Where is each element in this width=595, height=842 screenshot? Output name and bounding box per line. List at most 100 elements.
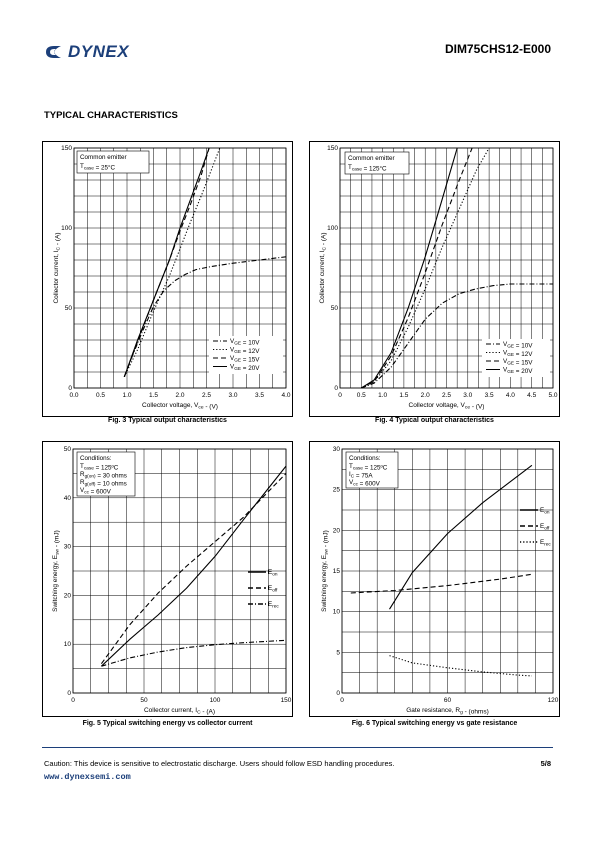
x-tick-label: 100	[210, 697, 221, 704]
legend-label: VGE = 20V	[230, 364, 260, 373]
page-number: 5/8	[540, 759, 551, 768]
conditions-text: Vcc = 600V	[80, 487, 112, 496]
x-tick-label: 5.0	[548, 392, 557, 399]
figure-6-caption: Fig. 6 Typical switching energy vs gate …	[351, 720, 518, 727]
series-line	[101, 465, 287, 667]
x-tick-label: 3.0	[228, 392, 237, 399]
x-tick-label: 120	[548, 697, 559, 704]
conditions-text: Conditions:	[349, 455, 381, 462]
fig6-svg: 0 60 120 0 5 10 15 20 25 30 Gate resistance, Rg - …	[321, 446, 559, 716]
x-tick-label: 3.5	[255, 392, 264, 399]
x-axis-label: Collector voltage, Vce - (V)	[409, 402, 485, 411]
figure-4-output-characteristics-125c: 0 0.5 1.0 1.5 2.0 2.5 3.0 3.5 4.0 4.5 5.0 0 50 100 150…	[309, 141, 560, 417]
grid	[341, 448, 554, 694]
conditions-text: Vcc = 600V	[349, 479, 381, 488]
document-id: DIM75CHS12-E000	[444, 42, 551, 56]
x-tick-label: 1.0	[122, 392, 131, 399]
dynex-logo-icon	[46, 46, 61, 58]
legend-label: Erec	[540, 539, 551, 548]
y-tick-label: 5	[336, 649, 340, 656]
legend-label: VGE = 12V	[503, 350, 533, 359]
plot-frame	[72, 448, 287, 694]
series-line	[361, 147, 473, 389]
x-tick-label: 0.0	[69, 392, 78, 399]
y-axis-label: Switching energy, Esw - (mJ)	[52, 530, 61, 612]
x-tick-label: 4.0	[506, 392, 515, 399]
x-tick-label: 150	[281, 697, 292, 704]
fig4-svg: 0 0.5 1.0 1.5 2.0 2.5 3.0 3.5 4.0 4.5 5.0 0 50 100 150…	[319, 145, 558, 411]
legend-label: VGE = 10V	[230, 338, 260, 347]
x-tick-label: 3.0	[463, 392, 472, 399]
y-tick-label: 150	[327, 145, 338, 152]
figure-6-switching-energy-vs-gate-resistance: 0 60 120 0 5 10 15 20 25 30 Gate resistance, Rg - …	[309, 441, 560, 717]
x-tick-label: 0	[338, 392, 342, 399]
legend-label: Eoff	[268, 585, 278, 594]
legend-label: Erec	[268, 601, 279, 610]
conditions-box	[76, 150, 150, 174]
y-tick-label: 50	[64, 446, 72, 453]
brand-wordmark: DYNEX	[68, 42, 130, 61]
x-tick-label: 50	[140, 697, 148, 704]
series-line	[123, 147, 210, 377]
legend-background	[482, 339, 550, 377]
x-tick-label: 2.0	[175, 392, 184, 399]
y-axis-label: Collector current, IC - (A)	[319, 232, 328, 303]
website-link[interactable]: www.dynexsemi.com	[44, 772, 131, 782]
x-tick-label: 4.0	[281, 392, 290, 399]
y-tick-label: 40	[64, 495, 72, 502]
figure-4-caption: Fig. 4 Typical output characteristics	[375, 417, 494, 424]
conditions-text: Conditions:	[80, 455, 112, 462]
y-tick-label: 30	[64, 544, 72, 551]
fig3-svg: 0.0 0.5 1.0 1.5 2.0 2.5 3.0 3.5 4.0 0 50 100 150 Coll…	[53, 145, 291, 411]
y-tick-label: 150	[61, 145, 72, 152]
figure-3-output-characteristics-25c: 0.0 0.5 1.0 1.5 2.0 2.5 3.0 3.5 4.0 0 50 100 150 Coll…	[42, 141, 293, 417]
y-tick-label: 20	[333, 527, 341, 534]
esd-caution-text: Caution: This device is sensitive to ele…	[44, 759, 395, 768]
conditions-text: Tcase = 125°C	[348, 164, 387, 173]
series-line	[361, 147, 490, 389]
y-tick-label: 0	[67, 690, 71, 697]
conditions-text: Common emitter	[80, 154, 127, 161]
y-tick-label: 0	[336, 690, 340, 697]
y-tick-label: 15	[333, 568, 341, 575]
conditions-text: IC = 75A	[349, 471, 373, 480]
conditions-text: Rg(on) = 30 ohms	[80, 471, 127, 480]
x-tick-label: 60	[444, 697, 452, 704]
y-tick-label: 10	[333, 609, 341, 616]
series-line	[101, 639, 287, 667]
legend-label: VGE = 12V	[230, 347, 260, 356]
legend-label: VGE = 20V	[503, 367, 533, 376]
x-axis-label: Collector voltage, Vce - (V)	[142, 402, 218, 411]
legend-label: VGE = 10V	[503, 341, 533, 350]
plot-frame	[341, 448, 554, 694]
series-line	[100, 473, 287, 665]
y-tick-label: 20	[64, 592, 72, 599]
x-tick-label: 2.0	[421, 392, 430, 399]
y-axis-label: Switching energy, Esw - (mJ)	[321, 530, 330, 612]
figure-5-caption: Fig. 5 Typical switching energy vs colle…	[82, 720, 253, 727]
x-axis-label: Gate resistance, Rg - (ohms)	[406, 707, 489, 716]
x-tick-label: 1.0	[378, 392, 387, 399]
series-line	[123, 147, 221, 378]
conditions-text: Common emitter	[348, 155, 395, 162]
legend-label: VGE = 15V	[230, 355, 260, 364]
conditions-text: Tcase = 25°C	[80, 163, 116, 172]
y-tick-label: 0	[68, 385, 72, 392]
section-title: TYPICAL CHARACTERISTICS	[44, 110, 178, 121]
conditions-box	[344, 151, 410, 175]
x-tick-label: 1.5	[149, 392, 158, 399]
x-tick-label: 1.5	[399, 392, 408, 399]
y-tick-label: 50	[65, 305, 73, 312]
y-tick-label: 0	[334, 385, 338, 392]
plot-frame	[73, 147, 287, 389]
legend-label: Eon	[268, 569, 278, 578]
y-tick-label: 100	[61, 225, 72, 232]
footer-divider	[42, 747, 553, 748]
x-tick-label: 0	[71, 697, 75, 704]
legend-background	[209, 336, 283, 374]
y-axis-label: Collector current, IC - (A)	[53, 232, 62, 303]
x-tick-label: 0	[340, 697, 344, 704]
conditions-text: Tcase = 125ºC	[349, 463, 388, 472]
series-line	[361, 147, 458, 389]
series-line	[350, 573, 532, 594]
